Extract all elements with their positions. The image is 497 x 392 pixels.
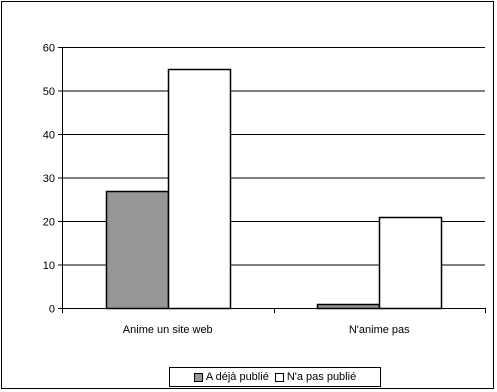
bars [105, 68, 443, 310]
x-tick-label: Anime un site web [123, 324, 213, 336]
y-tick-label: 40 [43, 130, 55, 142]
legend-entry-series-1: N'a pas publié [274, 371, 357, 383]
legend-label-series-1: N'a pas publié [286, 371, 357, 383]
axes [58, 47, 486, 313]
legend-label-series-0: A déjà publié [205, 371, 269, 383]
y-tick-label: 0 [49, 304, 55, 316]
x-tick-labels: Anime un site web N'anime pas [123, 324, 410, 336]
x-tick-label: N'anime pas [349, 324, 410, 336]
legend-swatch-series-0 [193, 372, 203, 382]
legend-entry-series-0: A déjà publié [193, 371, 269, 383]
y-tick-label: 10 [43, 260, 55, 272]
y-tick-label: 60 [43, 43, 55, 55]
y-tick-label: 30 [43, 173, 55, 185]
bar-1-1 [378, 216, 443, 310]
y-tick-label: 50 [43, 86, 55, 98]
y-tick-labels: 0 10 20 30 40 50 60 [43, 43, 55, 316]
bar-1-0 [167, 68, 232, 310]
bar-0-0 [105, 190, 170, 310]
y-tick-label: 20 [43, 217, 55, 229]
legend-swatch-series-1 [274, 372, 284, 382]
legend: A déjà publié N'a pas publié [169, 367, 381, 387]
bar-0-1 [316, 303, 381, 310]
